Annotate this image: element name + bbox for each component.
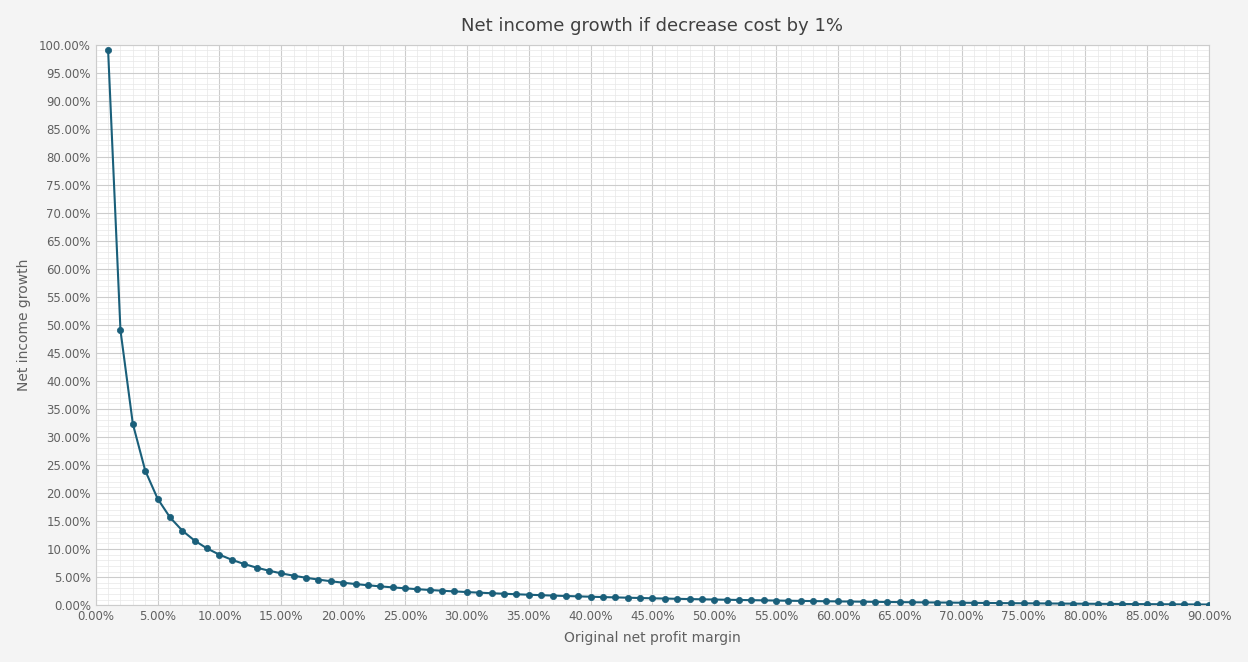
Y-axis label: Net income growth: Net income growth xyxy=(16,259,31,391)
X-axis label: Original net profit margin: Original net profit margin xyxy=(564,632,741,645)
Title: Net income growth if decrease cost by 1%: Net income growth if decrease cost by 1% xyxy=(462,17,844,34)
